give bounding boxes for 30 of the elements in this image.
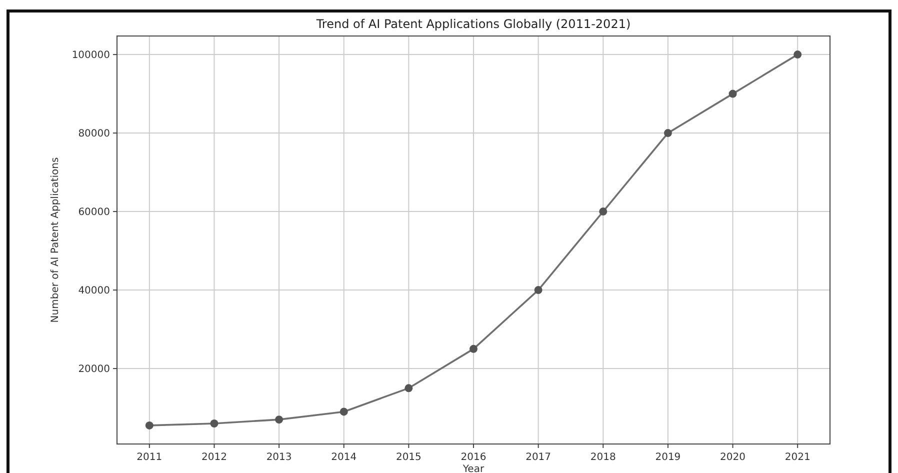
- x-tick-label: 2014: [331, 452, 357, 463]
- y-tick-label: 40000: [78, 286, 110, 297]
- point: [664, 129, 672, 138]
- x-tick-label: 2020: [720, 452, 746, 463]
- y-tick-label: 60000: [78, 207, 110, 218]
- x-tick-label: 2017: [526, 452, 552, 463]
- point: [210, 419, 218, 428]
- point: [340, 408, 348, 416]
- point: [404, 384, 413, 392]
- point: [145, 421, 154, 430]
- x-tick-label: 2011: [136, 452, 162, 463]
- point: [470, 344, 478, 353]
- x-tick-label: 2012: [202, 452, 227, 463]
- point: [534, 286, 542, 294]
- x-tick-label: 2021: [784, 452, 810, 463]
- x-tick-label: 2018: [590, 452, 616, 463]
- point: [275, 416, 284, 424]
- point: [599, 208, 608, 216]
- chart-title: Trend of AI Patent Applications Globally (2011-2021): [315, 17, 631, 31]
- y-tick-label: 80000: [78, 128, 110, 140]
- y-tick-label: 100000: [72, 50, 110, 62]
- y-axis-title: Number of AI Patent Applications: [50, 157, 61, 323]
- x-tick-label: 2013: [266, 452, 292, 463]
- point: [794, 50, 802, 59]
- x-tick-label: 2016: [460, 452, 486, 463]
- x-axis-title: Year: [462, 464, 485, 473]
- x-tick-label: 2015: [396, 452, 422, 463]
- point: [728, 90, 737, 98]
- y-tick-label: 20000: [78, 364, 110, 376]
- x-tick-label: 2019: [655, 452, 681, 463]
